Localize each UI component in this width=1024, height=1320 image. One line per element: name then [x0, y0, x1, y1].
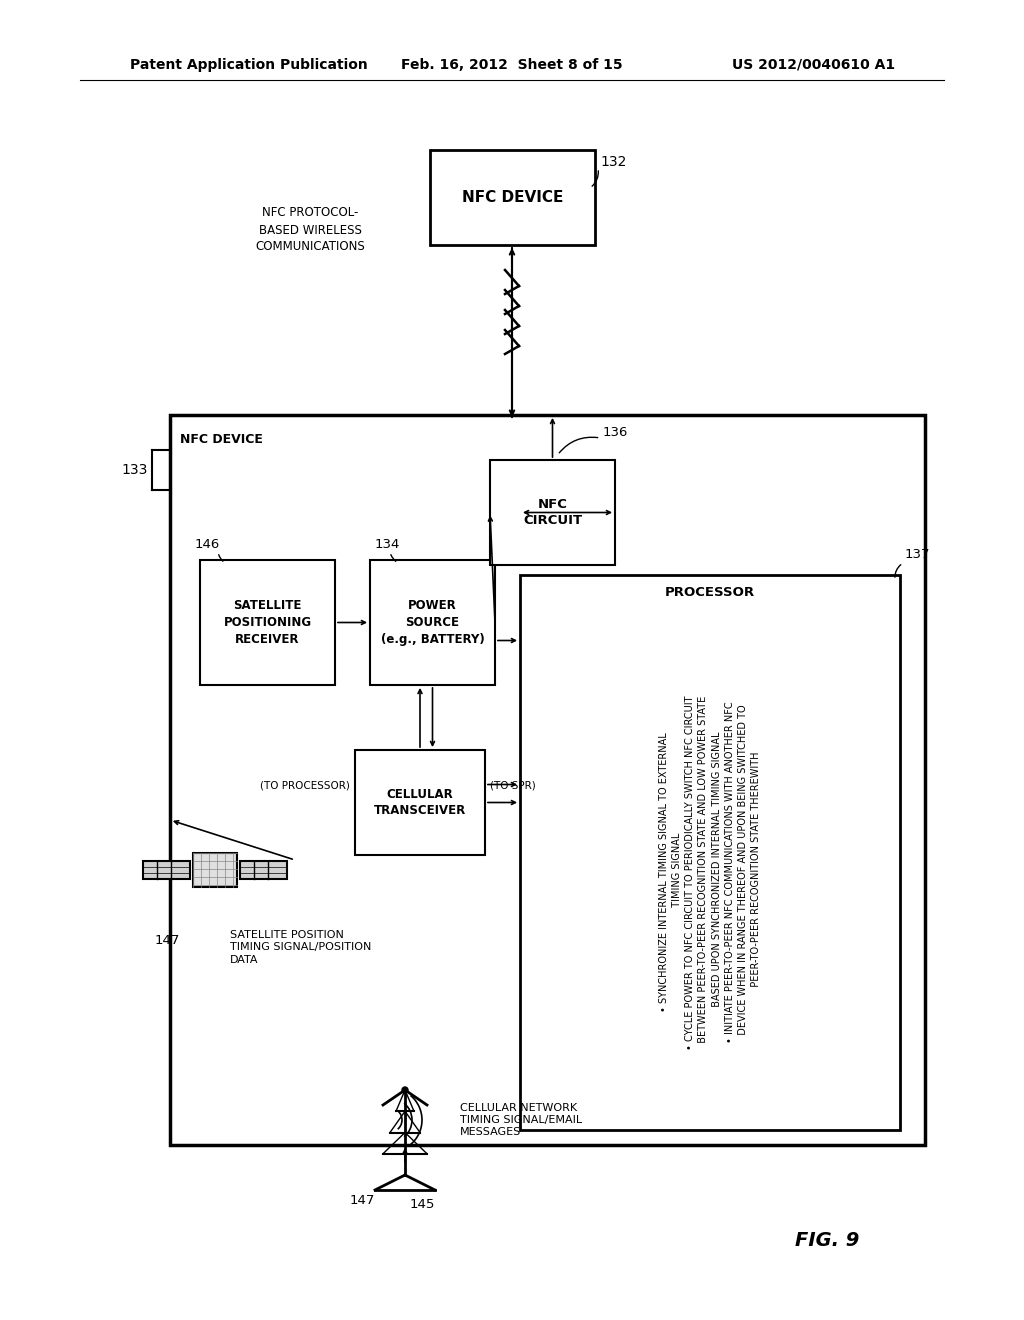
Text: SATELLITE
POSITIONING
RECEIVER: SATELLITE POSITIONING RECEIVER — [223, 599, 311, 645]
Text: 147: 147 — [350, 1193, 376, 1206]
Text: US 2012/0040610 A1: US 2012/0040610 A1 — [732, 58, 895, 73]
Text: Patent Application Publication: Patent Application Publication — [130, 58, 368, 73]
FancyArrowPatch shape — [559, 437, 598, 453]
Text: NFC DEVICE: NFC DEVICE — [180, 433, 263, 446]
Bar — [143, 861, 190, 879]
Text: CELLULAR
TRANSCEIVER: CELLULAR TRANSCEIVER — [374, 788, 466, 817]
Circle shape — [402, 1086, 408, 1093]
Text: 134: 134 — [375, 539, 400, 552]
Bar — [520, 576, 900, 1130]
Bar — [193, 853, 237, 887]
Text: 147: 147 — [155, 933, 180, 946]
Bar — [240, 861, 287, 879]
Text: 137: 137 — [905, 549, 931, 561]
Text: Feb. 16, 2012  Sheet 8 of 15: Feb. 16, 2012 Sheet 8 of 15 — [401, 58, 623, 73]
FancyArrowPatch shape — [219, 554, 223, 561]
Bar — [200, 560, 335, 685]
Text: POWER
SOURCE
(e.g., BATTERY): POWER SOURCE (e.g., BATTERY) — [381, 599, 484, 645]
Text: 145: 145 — [410, 1199, 435, 1212]
FancyArrowPatch shape — [391, 554, 395, 561]
Text: 136: 136 — [602, 425, 628, 438]
Text: PROCESSOR: PROCESSOR — [665, 586, 755, 599]
FancyArrowPatch shape — [895, 565, 901, 577]
Text: (TO SPR): (TO SPR) — [490, 780, 536, 789]
Bar — [170, 414, 925, 1144]
Bar — [430, 150, 595, 246]
Bar — [355, 750, 485, 855]
Text: SATELLITE POSITION
TIMING SIGNAL/POSITION
DATA: SATELLITE POSITION TIMING SIGNAL/POSITIO… — [230, 931, 372, 965]
Text: 132: 132 — [600, 154, 627, 169]
Text: 133: 133 — [122, 463, 148, 477]
Bar — [370, 560, 495, 685]
Text: NFC PROTOCOL-
BASED WIRELESS
COMMUNICATIONS: NFC PROTOCOL- BASED WIRELESS COMMUNICATI… — [255, 206, 365, 253]
Text: 146: 146 — [195, 539, 220, 552]
Text: NFC
CIRCUIT: NFC CIRCUIT — [523, 498, 582, 528]
Text: NFC DEVICE: NFC DEVICE — [462, 190, 563, 205]
Bar — [490, 459, 615, 565]
Text: (TO PROCESSOR): (TO PROCESSOR) — [260, 780, 350, 789]
Text: CELLULAR NETWORK
TIMING SIGNAL/EMAIL
MESSAGES: CELLULAR NETWORK TIMING SIGNAL/EMAIL MES… — [460, 1102, 582, 1138]
Text: • SYNCHRONIZE INTERNAL TIMING SIGNAL TO EXTERNAL
  TIMING SIGNAL
• CYCLE POWER T: • SYNCHRONIZE INTERNAL TIMING SIGNAL TO … — [658, 696, 761, 1049]
Text: FIG. 9: FIG. 9 — [795, 1230, 859, 1250]
FancyArrowPatch shape — [592, 170, 598, 186]
